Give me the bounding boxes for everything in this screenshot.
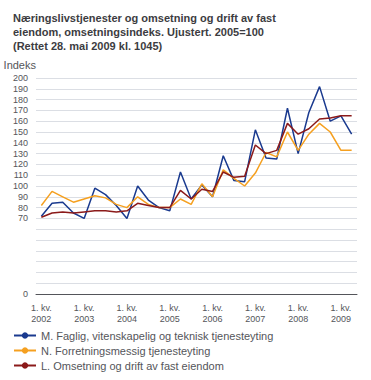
svg-text:1. kv.: 1. kv. bbox=[202, 303, 223, 313]
svg-text:2002: 2002 bbox=[31, 314, 51, 324]
svg-text:1. kv.: 1. kv. bbox=[159, 303, 180, 313]
svg-text:80: 80 bbox=[18, 203, 28, 213]
svg-text:90: 90 bbox=[18, 192, 28, 202]
svg-text:70: 70 bbox=[18, 213, 28, 223]
svg-text:1. kv.: 1. kv. bbox=[245, 303, 266, 313]
svg-text:M. Faglig, vitenskapelig og te: M. Faglig, vitenskapelig og teknisk tjen… bbox=[41, 330, 273, 342]
svg-text:100: 100 bbox=[13, 181, 28, 191]
svg-text:2007: 2007 bbox=[245, 314, 265, 324]
svg-text:(Rettet 28. mai 2009 kl. 1045): (Rettet 28. mai 2009 kl. 1045) bbox=[13, 40, 163, 52]
svg-text:1. kv.: 1. kv. bbox=[31, 303, 52, 313]
svg-text:1. kv.: 1. kv. bbox=[331, 303, 352, 313]
svg-text:180: 180 bbox=[13, 95, 28, 105]
svg-text:L. Omsetning og drift av fast: L. Omsetning og drift av fast eiendom bbox=[41, 360, 224, 372]
svg-text:2006: 2006 bbox=[203, 314, 223, 324]
svg-text:120: 120 bbox=[13, 159, 28, 169]
svg-text:Næringslivstjenester og omsetn: Næringslivstjenester og omsetning og dri… bbox=[13, 12, 276, 24]
svg-text:2008: 2008 bbox=[288, 314, 308, 324]
svg-text:200: 200 bbox=[13, 73, 28, 83]
svg-text:140: 140 bbox=[13, 138, 28, 148]
svg-text:Indeks: Indeks bbox=[4, 59, 37, 71]
svg-text:eiendom, omsetningsindeks. Uju: eiendom, omsetningsindeks. Ujustert. 200… bbox=[13, 26, 264, 38]
svg-text:1. kv.: 1. kv. bbox=[117, 303, 138, 313]
svg-text:1. kv.: 1. kv. bbox=[74, 303, 95, 313]
svg-text:110: 110 bbox=[14, 170, 28, 180]
svg-text:N. Forretningsmessig tjenestey: N. Forretningsmessig tjenesteyting bbox=[41, 345, 210, 357]
svg-text:2009: 2009 bbox=[331, 314, 351, 324]
svg-text:2004: 2004 bbox=[117, 314, 137, 324]
svg-text:150: 150 bbox=[13, 127, 28, 137]
svg-text:130: 130 bbox=[13, 149, 28, 159]
svg-text:2005: 2005 bbox=[160, 314, 180, 324]
svg-text:0: 0 bbox=[23, 289, 28, 299]
svg-text:170: 170 bbox=[13, 105, 28, 115]
svg-text:160: 160 bbox=[13, 116, 28, 126]
svg-text:2003: 2003 bbox=[74, 314, 94, 324]
svg-text:190: 190 bbox=[13, 84, 28, 94]
svg-text:1. kv.: 1. kv. bbox=[288, 303, 309, 313]
